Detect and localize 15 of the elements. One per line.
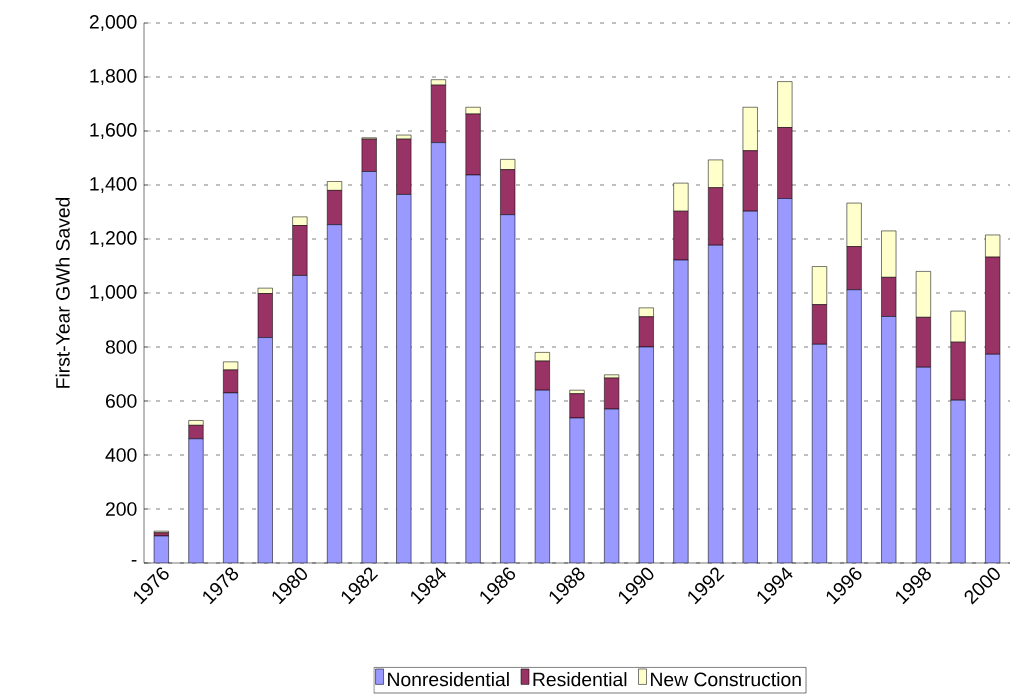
y-axis-title: First-Year GWh Saved (55, 197, 70, 388)
y-tick-label: 1,800 (90, 69, 137, 85)
y-tick-label: - (131, 560, 137, 562)
legend-label: New Construction (651, 672, 801, 687)
y-tick-label: 400 (105, 448, 137, 462)
legend-label: Residential (533, 672, 627, 687)
y-tick-label: 1,400 (90, 177, 137, 193)
y-tick-label: 2,000 (89, 15, 137, 31)
y-tick-label: 600 (106, 394, 137, 408)
legend-label: Nonresidential (388, 672, 509, 687)
y-tick-label: 800 (105, 340, 137, 354)
y-tick-label: 1,000 (90, 285, 137, 301)
y-tick-label: 1,200 (90, 231, 137, 247)
y-tick-label: 1,600 (90, 123, 137, 139)
y-tick-label: 200 (106, 502, 137, 516)
